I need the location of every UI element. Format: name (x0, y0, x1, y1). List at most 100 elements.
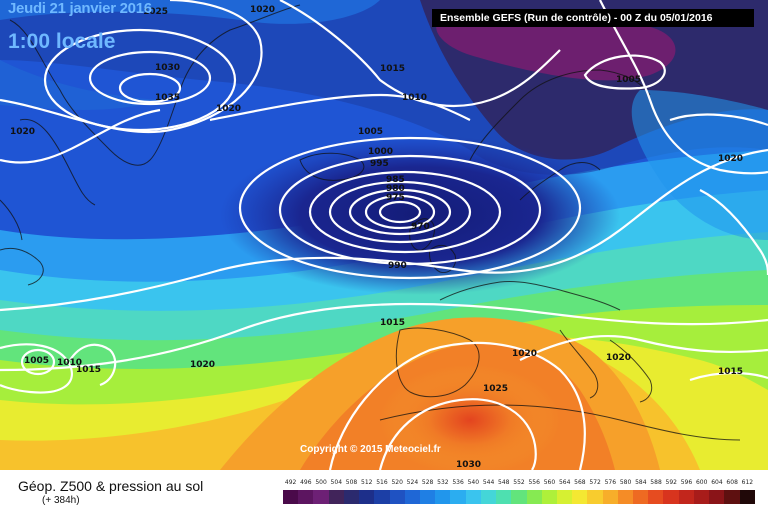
isobar-label: 1005 (358, 127, 383, 137)
scale-tick-label: 564 (558, 479, 571, 486)
scale-tick-label: 496 (300, 479, 312, 486)
isobar-label: 1030 (155, 63, 180, 73)
isobar-label: 1020 (512, 349, 537, 359)
scale-tick-label: 548 (498, 479, 510, 486)
scale-swatch (359, 490, 375, 504)
scale-swatch (450, 490, 466, 504)
scale-swatch (663, 490, 679, 504)
isobar-label: 980 (386, 184, 405, 194)
scale-swatch (404, 490, 420, 504)
scale-tick-label: 584 (635, 479, 647, 486)
scale-swatch (313, 490, 329, 504)
scale-swatch (541, 490, 557, 504)
scale-swatch (709, 490, 725, 504)
isobar-label: 1010 (57, 358, 82, 368)
scale-swatch (435, 490, 451, 504)
scale-swatch (298, 490, 314, 504)
scale-tick-label: 568 (574, 479, 586, 486)
scale-swatch (572, 490, 588, 504)
scale-swatch (633, 490, 649, 504)
isobar-label: 975 (386, 193, 405, 203)
isobar-label: 1035 (155, 93, 180, 103)
scale-swatch (496, 490, 512, 504)
isobar-label: 1005 (24, 356, 49, 366)
scale-tick-label: 608 (726, 479, 738, 486)
scale-tick-label: 588 (650, 479, 662, 486)
scale-tick-label: 544 (482, 479, 495, 486)
scale-tick-label: 528 (421, 479, 434, 486)
scale-tick-label: 508 (345, 479, 358, 486)
scale-swatch (328, 490, 344, 504)
isobar-label: 1025 (483, 384, 508, 394)
isobar-label: 995 (370, 159, 389, 169)
scale-swatch (526, 490, 542, 504)
scale-tick-label: 612 (741, 479, 754, 486)
isobar-label: 1020 (10, 127, 35, 137)
scale-tick-label: 516 (376, 479, 388, 486)
legend-subtitle: (+ 384h) (42, 495, 80, 506)
scale-swatch (480, 490, 497, 504)
isobar-label: 1015 (76, 365, 101, 375)
scale-tick-label: 580 (619, 479, 632, 486)
pressure-map: 1025 1020 1030 1035 1020 1015 1010 1005 … (0, 0, 768, 470)
legend-title: Géop. Z500 & pression au sol (18, 478, 204, 494)
scale-swatch (602, 490, 618, 504)
scale-swatch (693, 490, 710, 504)
color-scale-bar (283, 490, 755, 504)
isobar-label: 970 (411, 222, 430, 232)
color-scale-ticks: 492 496 500 504 508 512 516 520 524 528 532 536 540 5… (283, 479, 755, 489)
scale-swatch (374, 490, 390, 504)
isobar-label: 1010 (402, 93, 427, 103)
scale-swatch (419, 490, 436, 504)
isobar-label: 1020 (190, 360, 215, 370)
isobars (0, 0, 768, 470)
scale-swatch (389, 490, 405, 504)
isobar-label: 1005 (616, 75, 641, 85)
scale-tick-label: 524 (406, 479, 419, 486)
scale-tick-label: 492 (284, 479, 297, 486)
scale-tick-label: 604 (711, 479, 723, 486)
scale-swatch (739, 490, 755, 504)
scale-tick-label: 532 (437, 479, 449, 486)
isobar-label: 1030 (456, 460, 481, 470)
forecast-date: Jeudi 21 janvier 2016 (8, 0, 152, 17)
scale-tick-label: 572 (589, 479, 601, 486)
scale-tick-label: 520 (391, 479, 403, 486)
isobar-label: 1020 (216, 104, 241, 114)
scale-swatch (648, 490, 664, 504)
scale-swatch (556, 490, 573, 504)
scale-swatch (724, 490, 740, 504)
run-info-banner: Ensemble GEFS (Run de contrôle) - 00 Z d… (432, 9, 754, 27)
coastlines (0, 4, 741, 441)
isobar-label: 985 (386, 175, 405, 185)
copyright-notice: Copyright © 2015 Meteociel.fr (300, 444, 441, 455)
isobar-labels: 1025 1020 1030 1035 1020 1015 1010 1005 … (10, 5, 743, 470)
scale-tick-label: 592 (665, 479, 677, 486)
scale-tick-label: 504 (330, 479, 343, 486)
scale-tick-label: 560 (543, 479, 556, 486)
scale-tick-label: 512 (361, 479, 373, 486)
isobar-label: 1000 (368, 147, 393, 157)
scale-tick-label: 552 (513, 479, 525, 486)
legend-panel: Géop. Z500 & pression au sol (+ 384h) 49… (0, 470, 768, 512)
scale-tick-label: 556 (528, 479, 540, 486)
isobar-label: 990 (388, 261, 407, 271)
isobar-label: 1020 (606, 353, 631, 363)
scale-swatch (617, 490, 634, 504)
geopotential-field (0, 0, 768, 470)
scale-swatch (511, 490, 527, 504)
scale-tick-label: 576 (604, 479, 617, 486)
scale-tick-label: 540 (467, 479, 480, 486)
scale-swatch (283, 490, 299, 504)
isobar-label: 1015 (380, 318, 405, 328)
scale-swatch (678, 490, 694, 504)
isobar-label: 1015 (718, 367, 743, 377)
isobar-label: 1020 (718, 154, 743, 164)
scale-tick-label: 500 (315, 479, 327, 486)
scale-swatch (465, 490, 481, 504)
isobar-label: 1020 (250, 5, 275, 15)
scale-swatch (343, 490, 360, 504)
isobar-label: 1015 (380, 64, 405, 74)
forecast-time: 1:00 locale (8, 30, 116, 53)
